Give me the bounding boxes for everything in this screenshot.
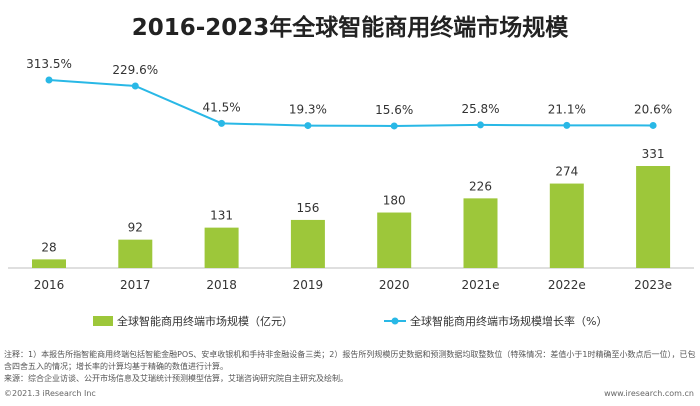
- line-value-label: 20.6%: [634, 102, 672, 116]
- bar: [377, 212, 412, 268]
- legend-line-label: 全球智能商用终端市场规模增长率（%）: [410, 314, 607, 328]
- bar-value-label: 331: [642, 147, 665, 161]
- bar: [32, 259, 66, 268]
- line-value-label: 41.5%: [203, 100, 241, 114]
- line-point: [390, 122, 398, 130]
- legend: 全球智能商用终端市场规模（亿元） 全球智能商用终端市场规模增长率（%）: [93, 314, 607, 328]
- line-value-label: 25.8%: [461, 102, 499, 116]
- line-value-label: 313.5%: [26, 57, 72, 71]
- chart-area: 28 2016 92 2017 131 2018 156 2019 180 2020 226 2021…: [8, 57, 694, 328]
- bar: [549, 183, 584, 268]
- line-value-label: 229.6%: [112, 63, 158, 77]
- x-tick-label: 2018: [206, 278, 237, 292]
- x-tick-label: 2016: [34, 278, 65, 292]
- line-point: [45, 76, 53, 84]
- bar-value-label: 28: [41, 240, 56, 254]
- bar-value-label: 226: [469, 179, 492, 193]
- note-text: 注释：1）本报告所指智能商用终端包括智能金融POS、安卓收银机和手持非金融设备三…: [4, 350, 696, 371]
- x-tick-label: 2019: [293, 278, 324, 292]
- bar-value-label: 92: [128, 221, 143, 235]
- line-value-label: 21.1%: [548, 102, 586, 116]
- growth-rate-line: [48, 79, 654, 127]
- x-tick-label: 2021e: [462, 278, 500, 292]
- x-tick-label: 2017: [120, 278, 151, 292]
- x-tick-label: 2023e: [634, 278, 672, 292]
- line-point: [218, 119, 226, 127]
- bar-value-label: 131: [210, 209, 233, 223]
- line-point: [563, 121, 571, 129]
- bar: [636, 166, 671, 268]
- line-point: [477, 121, 484, 129]
- bar: [204, 227, 239, 268]
- line-value-label: 15.6%: [375, 103, 413, 117]
- line-point: [131, 82, 139, 90]
- x-tick-label: 2022e: [548, 278, 586, 292]
- notes: 注释：1）本报告所指智能商用终端包括智能金融POS、安卓收银机和手持非金融设备三…: [4, 349, 698, 385]
- legend-bar-swatch: [93, 316, 113, 326]
- bar-value-label: 274: [555, 165, 578, 179]
- line-point: [649, 121, 657, 129]
- website-url: www.iresearch.com.cn: [604, 389, 694, 398]
- legend-bar-label: 全球智能商用终端市场规模（亿元）: [117, 314, 293, 328]
- source-text: 来源：综合企业访谈、公开市场信息及艾瑞统计预测模型估算，艾瑞咨询研究院自主研究及…: [4, 374, 348, 383]
- bar: [118, 239, 153, 268]
- bar-value-label: 156: [296, 201, 319, 215]
- line-point: [304, 122, 312, 130]
- legend-line-marker: [391, 317, 399, 325]
- x-tick-label: 2020: [379, 278, 410, 292]
- line-value-label: 19.3%: [289, 103, 327, 117]
- copyright-text: ©2021.3 iResearch Inc: [4, 389, 96, 398]
- bar: [463, 198, 498, 268]
- bar: [290, 219, 325, 268]
- chart-title: 2016-2023年全球智能商用终端市场规模: [131, 15, 569, 41]
- bar-value-label: 180: [383, 194, 406, 208]
